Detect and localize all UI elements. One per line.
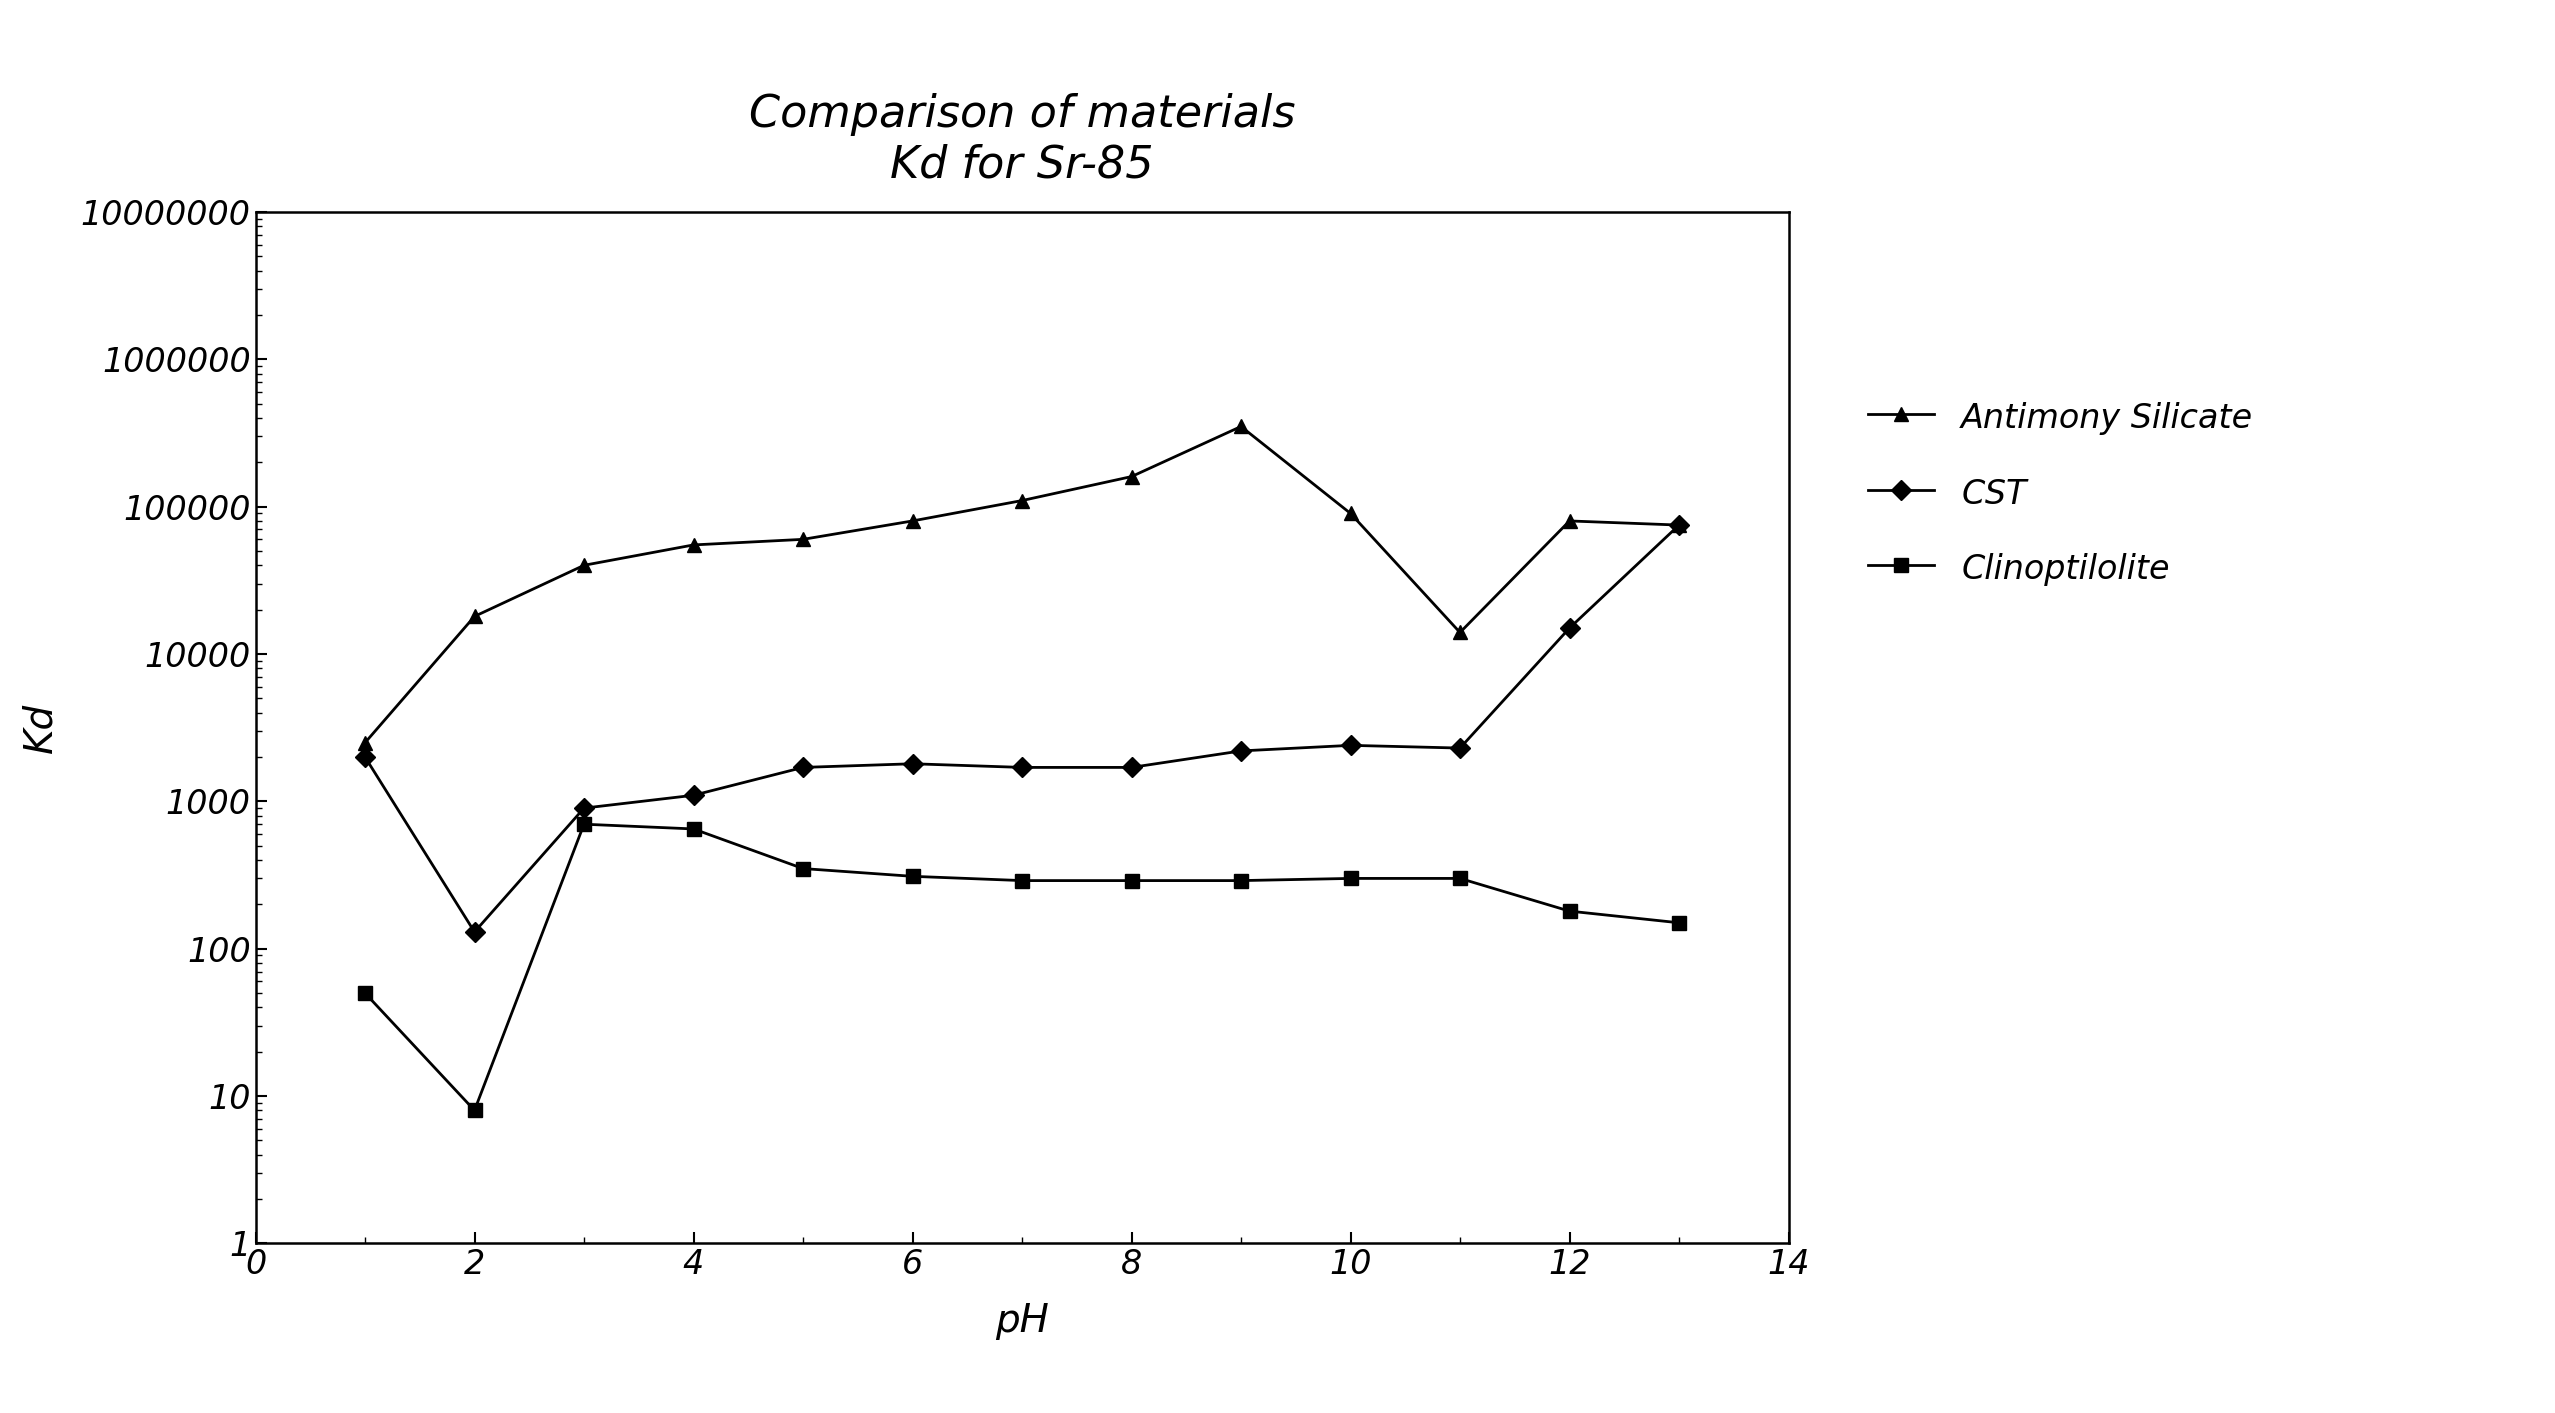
Antimony Silicate (1663, 517, 1694, 534)
Clinoptilolite (897, 868, 927, 885)
Antimony Silicate (1336, 504, 1367, 521)
Line: Antimony Silicate: Antimony Silicate (358, 420, 1686, 750)
CST (897, 756, 927, 773)
CST (1117, 759, 1147, 776)
Line: CST: CST (358, 519, 1686, 938)
CST (1663, 517, 1694, 534)
Antimony Silicate (1444, 625, 1474, 642)
X-axis label: pH: pH (994, 1303, 1050, 1340)
CST (1444, 739, 1474, 756)
CST (460, 924, 491, 941)
Antimony Silicate (460, 608, 491, 625)
Antimony Silicate (350, 735, 381, 752)
Clinoptilolite (1663, 914, 1694, 931)
Antimony Silicate (677, 537, 708, 554)
CST (350, 749, 381, 766)
Clinoptilolite (1117, 872, 1147, 889)
CST (1553, 619, 1584, 636)
Clinoptilolite (1007, 872, 1037, 889)
Clinoptilolite (1444, 870, 1474, 887)
Antimony Silicate (570, 557, 600, 574)
Antimony Silicate (1226, 418, 1257, 435)
Clinoptilolite (570, 815, 600, 832)
CST (787, 759, 818, 776)
CST (1226, 742, 1257, 759)
CST (570, 800, 600, 817)
Clinoptilolite (1336, 870, 1367, 887)
Legend: Antimony Silicate, CST, Clinoptilolite: Antimony Silicate, CST, Clinoptilolite (1852, 383, 2269, 603)
CST (677, 787, 708, 804)
Y-axis label: Kd: Kd (23, 702, 59, 753)
Antimony Silicate (897, 513, 927, 530)
CST (1336, 736, 1367, 753)
Clinoptilolite (1226, 872, 1257, 889)
Antimony Silicate (787, 531, 818, 548)
Clinoptilolite (350, 985, 381, 1002)
Line: Clinoptilolite: Clinoptilolite (358, 817, 1686, 1118)
Clinoptilolite (787, 861, 818, 877)
Title: Comparison of materials
Kd for Sr-85: Comparison of materials Kd for Sr-85 (749, 93, 1295, 187)
Antimony Silicate (1007, 492, 1037, 509)
Clinoptilolite (460, 1102, 491, 1119)
Antimony Silicate (1553, 513, 1584, 530)
Clinoptilolite (677, 821, 708, 838)
Clinoptilolite (1553, 903, 1584, 920)
Antimony Silicate (1117, 468, 1147, 485)
CST (1007, 759, 1037, 776)
